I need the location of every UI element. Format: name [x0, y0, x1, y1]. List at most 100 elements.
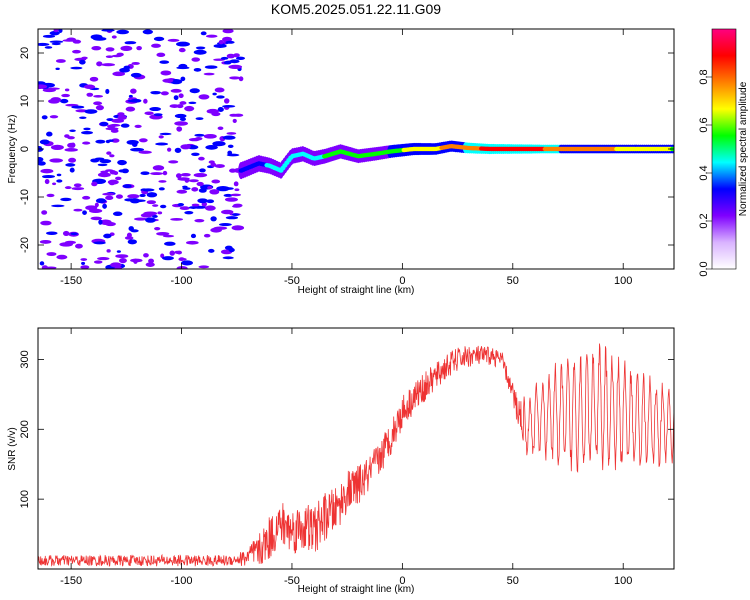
spectrogram-noise-cell: [218, 40, 224, 45]
spectrogram-noise-cell: [160, 204, 167, 209]
spectrogram-noise-cell: [170, 88, 182, 93]
spectrogram-noise-cell: [130, 98, 142, 103]
spectrogram-noise-cell: [117, 114, 127, 121]
colorbar: 0.0 0.2 0.4 0.6 0.8 Normalized spectral ampl…: [698, 28, 749, 277]
spectrogram-marks: [38, 29, 674, 269]
spectrogram-y-tick-label: 20: [19, 47, 31, 59]
spectrogram-noise-cell: [119, 67, 130, 73]
spectrogram-noise-cell: [160, 70, 172, 76]
spectrogram-noise-cell: [167, 38, 180, 42]
spectrogram-noise-cell: [68, 157, 77, 163]
spectrogram-noise-cell: [56, 173, 62, 177]
spectrogram-noise-cell: [127, 239, 137, 245]
spectrogram-noise-cell: [178, 63, 188, 69]
spectrogram-noise-cell: [188, 179, 199, 183]
spectrogram-noise-cell: [206, 108, 219, 114]
spectrogram-noise-cell: [62, 230, 70, 236]
spectrogram-noise-cell: [191, 187, 199, 192]
spectrogram-noise-cell: [222, 135, 236, 140]
spectrogram-noise-cell: [146, 200, 157, 205]
spectrogram-noise-cell: [177, 203, 185, 207]
spectrogram-noise-cell: [185, 240, 199, 245]
spectrogram-noise-cell: [111, 118, 125, 123]
spectrogram-noise-cell: [70, 66, 83, 70]
spectrogram-noise-cell: [133, 199, 146, 203]
spectrogram-noise-cell: [194, 133, 205, 137]
spectrogram-noise-cell: [38, 84, 48, 89]
spectrogram-noise-cell: [133, 258, 138, 264]
spectrogram-noise-cell: [56, 179, 63, 183]
spectrogram-noise-cell: [198, 265, 210, 269]
spectrogram-noise-cell: [238, 76, 244, 82]
spectrogram-noise-cell: [221, 209, 234, 215]
colorbar-label: Normalized spectral amplitude: [738, 81, 749, 216]
spectrogram-noise-cell: [42, 174, 56, 179]
spectrogram-noise-cell: [44, 179, 50, 185]
spectrogram-noise-cell: [117, 159, 127, 166]
spectrogram-noise-cell: [49, 31, 60, 36]
spectrogram-noise-cell: [222, 36, 233, 43]
spectrogram-noise-cell: [225, 216, 239, 220]
spectrogram-noise-cell: [214, 164, 225, 168]
spectrogram-noise-cell: [38, 42, 50, 46]
spectrogram-noise-cell: [160, 91, 169, 96]
spectrogram-noise-cell: [225, 40, 235, 44]
spectrogram-noise-cell: [223, 98, 230, 104]
spectrogram-noise-cell: [159, 132, 172, 136]
spectrogram-noise-cell: [139, 138, 148, 143]
spectrogram-noise-cell: [173, 95, 179, 101]
spectrogram-noise-cell: [193, 49, 207, 55]
spectrogram-noise-cell: [229, 59, 240, 64]
spectrogram-noise-cell: [233, 113, 244, 117]
spectrogram-noise-cell: [124, 41, 133, 45]
spectrogram-noise-cell: [176, 265, 188, 269]
spectrogram-noise-cell: [184, 210, 194, 215]
spectrogram-noise-cell: [80, 265, 90, 269]
spectrogram-noise-cell: [56, 254, 68, 260]
spectrogram-noise-cell: [184, 178, 190, 183]
spectrogram-noise-cell: [105, 222, 116, 227]
colorbar-gradient: [712, 29, 736, 269]
snr-frame: [37, 327, 675, 570]
spectrogram-noise-cell: [95, 139, 106, 144]
spectrogram-noise-cell: [180, 76, 186, 82]
spectrogram-noise-cell: [97, 257, 110, 261]
spectrogram-noise-cell: [226, 132, 237, 135]
spectrogram-noise-cell: [176, 104, 184, 109]
spectrogram-noise-cell: [44, 46, 53, 49]
spectrogram-noise-cell: [126, 139, 139, 145]
spectrogram-noise-cell: [71, 187, 85, 191]
spectrogram-noise-cell: [224, 197, 239, 202]
spectrogram-noise-cell: [156, 231, 170, 236]
spectrogram-noise-cell: [169, 250, 175, 256]
spectrogram-noise-cell: [112, 211, 123, 217]
spectrogram-noise-cell: [111, 54, 122, 58]
spectrogram-noise-cell: [198, 156, 205, 161]
spectrogram-noise-cell: [115, 194, 123, 199]
spectrogram-noise-cell: [211, 179, 221, 184]
spectrogram-noise-cell: [162, 78, 174, 83]
spectrogram-noise-cell: [174, 113, 187, 119]
spectrogram-noise-cell: [91, 181, 98, 187]
spectrogram-noise-cell: [162, 256, 174, 261]
spectrogram-noise-cell: [210, 216, 217, 222]
spectrogram-noise-cell: [82, 210, 87, 215]
colorbar-tick-label: 0.2: [698, 213, 710, 228]
spectrogram-y-tick-label: 10: [19, 95, 31, 107]
spectrogram-noise-cell: [155, 142, 169, 146]
spectrogram-noise-cell: [213, 44, 227, 48]
spectrogram-noise-cell: [133, 217, 148, 221]
spectrogram-noise-cell: [226, 53, 236, 59]
spectrogram-noise-cell: [222, 104, 236, 108]
spectrogram-noise-cell: [42, 34, 56, 38]
spectrogram-noise-cell: [59, 242, 73, 247]
spectrogram-noise-cell: [157, 36, 164, 40]
spectrogram-noise-cell: [179, 206, 190, 211]
spectrogram-noise-cell: [231, 225, 245, 231]
spectrogram-noise-cell: [182, 187, 191, 190]
spectrogram-noise-cell: [191, 203, 200, 207]
spectrogram-y-tick-label: -20: [19, 237, 31, 253]
spectrogram-noise-cell: [143, 98, 148, 104]
spectrogram-noise-cell: [49, 40, 64, 44]
